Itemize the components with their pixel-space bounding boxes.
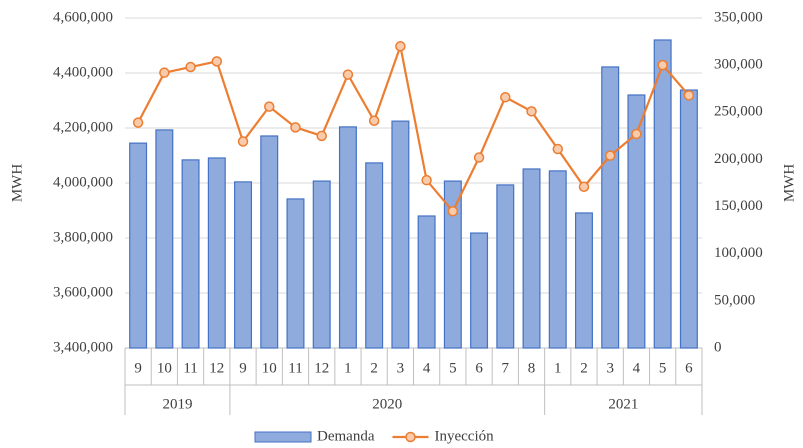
bar <box>260 135 279 349</box>
x-tick-label: 12 <box>314 360 329 376</box>
x-tick-label: 10 <box>157 360 172 376</box>
y2-tick-label: 200,000 <box>714 151 763 167</box>
x-group-label: 2021 <box>608 396 638 412</box>
bar <box>470 232 489 349</box>
x-tick-label: 7 <box>502 360 510 376</box>
bar <box>601 66 620 349</box>
y2-tick-label: 0 <box>714 339 722 355</box>
bar <box>338 126 357 349</box>
bar <box>207 157 226 349</box>
y-tick-label: 3,800,000 <box>53 229 113 245</box>
bar <box>129 142 148 349</box>
marker <box>316 130 327 142</box>
bar <box>312 180 331 349</box>
x-tick-label: 4 <box>423 360 431 376</box>
marker <box>631 128 642 140</box>
line <box>137 42 690 214</box>
y-tick-label: 4,400,000 <box>53 64 113 80</box>
x-tick-label: 3 <box>606 360 614 376</box>
legend-swatch <box>254 431 312 443</box>
y2-tick-label: 150,000 <box>714 198 763 214</box>
bar <box>548 170 567 349</box>
x-tick-label: 3 <box>397 360 405 376</box>
bar <box>443 180 462 349</box>
x-tick-label: 2 <box>580 360 588 376</box>
marker <box>290 122 301 133</box>
bar <box>627 94 646 349</box>
bar <box>653 39 672 349</box>
marker <box>395 41 406 52</box>
marker <box>237 136 249 147</box>
marker <box>368 115 380 127</box>
marker <box>500 91 511 103</box>
marker <box>552 143 563 155</box>
bar <box>155 129 174 349</box>
x-tick-label: 4 <box>633 360 641 376</box>
bar <box>181 159 200 349</box>
marker <box>185 61 196 73</box>
bar <box>391 120 410 349</box>
y2-tick-label: 250,000 <box>714 104 763 120</box>
marker <box>473 152 485 163</box>
x-tick-label: 9 <box>239 360 247 376</box>
marker <box>264 101 275 112</box>
y-tick-label: 4,600,000 <box>53 9 113 25</box>
marker <box>421 174 432 186</box>
y2-axis-label: MWH <box>781 164 797 202</box>
bar <box>574 212 593 349</box>
marker <box>526 106 537 117</box>
marker <box>657 59 668 71</box>
marker <box>447 206 459 217</box>
x-tick-label: 10 <box>262 360 277 376</box>
x-tick-label: 11 <box>183 360 197 376</box>
legend-label: Inyección <box>434 428 494 444</box>
bar <box>522 168 541 349</box>
y2-tick-label: 300,000 <box>714 57 763 73</box>
y2-tick-label: 350,000 <box>714 9 763 25</box>
bar <box>679 89 698 349</box>
marker <box>342 69 354 80</box>
marker <box>132 117 144 128</box>
x-tick-label: 11 <box>288 360 302 376</box>
x-tick-label: 1 <box>344 360 352 376</box>
bar <box>417 215 436 349</box>
marker <box>578 181 590 193</box>
x-tick-label: 8 <box>528 360 536 376</box>
x-tick-label: 5 <box>449 360 457 376</box>
y-tick-label: 3,600,000 <box>53 284 113 300</box>
marker <box>159 67 170 78</box>
bar <box>234 181 253 349</box>
bar <box>365 162 384 349</box>
y2-tick-label: 50,000 <box>714 292 755 308</box>
legend-label: Demanda <box>317 428 375 444</box>
marker <box>683 90 695 101</box>
x-group-label: 2019 <box>162 396 192 412</box>
bar <box>286 198 305 349</box>
y2-tick-label: 100,000 <box>714 245 763 261</box>
x-tick-label: 6 <box>685 360 693 376</box>
y-axis-label: MWH <box>9 164 25 202</box>
x-tick-label: 5 <box>659 360 667 376</box>
x-tick-label: 6 <box>475 360 483 376</box>
y-tick-label: 4,000,000 <box>53 174 113 190</box>
x-tick-label: 1 <box>554 360 562 376</box>
y-tick-label: 4,200,000 <box>53 119 113 135</box>
x-tick-label: 12 <box>209 360 224 376</box>
marker <box>211 56 223 67</box>
x-tick-label: 2 <box>370 360 378 376</box>
x-group-label: 2020 <box>372 396 402 412</box>
bar <box>496 184 515 349</box>
x-tick-label: 9 <box>134 360 142 376</box>
y-tick-label: 3,400,000 <box>53 339 113 355</box>
legend-swatch <box>405 431 416 443</box>
marker <box>604 150 616 161</box>
